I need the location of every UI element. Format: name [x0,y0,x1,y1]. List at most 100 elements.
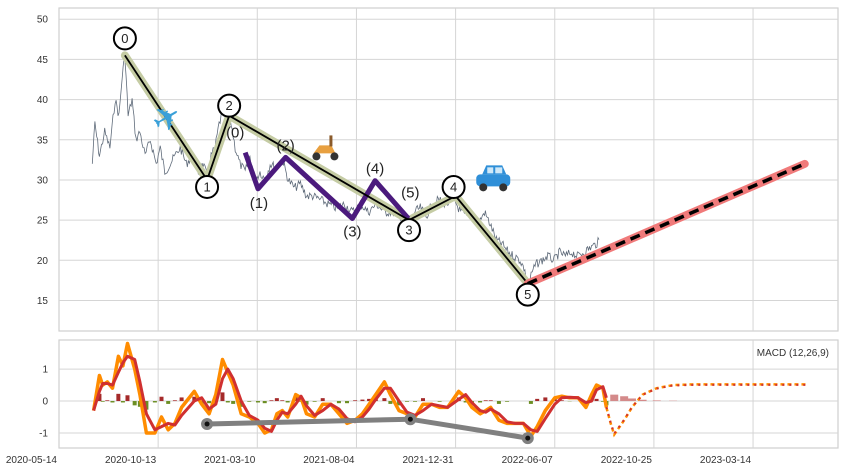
projection-histogram-bar [639,400,647,401]
macd-histogram-bar [133,401,137,405]
wave-label: 2 [226,98,233,113]
price-y-tick-label: 30 [37,175,49,186]
scooter-wheel [312,152,320,160]
macd-histogram-bar [110,401,114,402]
macd-histogram-bar [505,401,509,402]
sub-wave-label: (0) [226,125,244,142]
price-y-tick-label: 45 [37,55,49,66]
projection-histogram-bar [628,398,636,401]
sub-wave-label: (3) [343,224,361,241]
macd-histogram-bar [231,401,235,404]
x-tick-label: 2021-03-10 [204,455,256,466]
x-tick-label: 2023-03-14 [700,455,752,466]
divergence-point-center [408,417,413,422]
macd-histogram-bar [121,401,125,402]
x-tick-label: 2022-10-25 [601,455,653,466]
projection-histogram-bar [653,400,661,401]
macd-histogram-bar [180,397,184,401]
macd-histogram-bar [286,401,290,402]
wave-label: 0 [121,31,128,46]
projection-histogram-bar [620,396,628,401]
macd-histogram-bar [535,399,539,401]
macd-y-tick-label: 1 [42,365,48,376]
macd-histogram-bar [101,401,105,402]
macd-histogram-bar [207,401,211,403]
macd-histogram-bar [405,401,409,402]
sub-wave-label: (5) [401,185,419,202]
car-wheel [479,183,487,191]
macd-axes-frame [59,340,838,448]
wave-label: 5 [524,287,531,302]
macd-histogram-bar [166,401,170,404]
price-y-tick-label: 20 [37,256,49,267]
macd-histogram-bar [256,401,260,402]
macd-histogram-bar [226,401,230,402]
wave-label: 1 [203,179,210,194]
car-roof [482,165,506,174]
macd-panel: -1 0 1 MACD (12,26,9) [39,340,838,448]
macd-histogram-bar [497,401,501,404]
macd-histogram-bar [153,401,157,402]
macd-histogram-bar [388,401,392,404]
car-window [487,167,493,173]
divergence-point-center [525,436,530,441]
macd-histogram-bar [280,400,284,401]
x-tick-label: 2020-05-14 [6,455,58,466]
scooter-wheel [330,152,338,160]
sub-wave-label: (2) [276,137,294,154]
macd-y-ticks: -1 0 1 [39,365,48,440]
scooter-handle [329,135,332,146]
macd-histogram-bar [382,398,386,401]
price-y-tick-label: 15 [37,296,49,307]
macd-histogram-bar [438,401,442,402]
x-tick-label: 2021-08-04 [303,455,355,466]
macd-histogram-bar [116,394,120,401]
macd-histogram-bar [105,400,109,401]
car-wheel [499,183,507,191]
macd-legend-label: MACD (12,26,9) [757,348,829,359]
macd-y-tick-label: 0 [42,397,48,408]
sub-wave-label: (1) [250,195,268,212]
macd-histogram-bar [413,401,417,402]
macd-histogram-bar [345,401,349,403]
macd-histogram-bar [173,400,177,401]
x-tick-label: 2021-12-31 [402,455,454,466]
sub-wave-label: (4) [366,161,384,178]
macd-histogram-bar [321,398,325,401]
macd-histogram-bar [543,397,547,401]
projection-histogram-bar [610,395,618,401]
wave-label: 3 [405,223,412,238]
wave-label: 4 [450,180,457,195]
macd-histogram-bar [220,392,224,401]
macd-histogram-bar [275,398,279,401]
price-y-ticks: 15 20 25 30 35 40 45 50 [37,15,49,307]
macd-histogram-bar [269,400,273,401]
macd-histogram-bar [263,401,267,403]
price-y-tick-label: 50 [37,15,49,26]
car-window [495,167,502,173]
price-y-tick-label: 35 [37,135,49,146]
macd-histogram-bar [159,397,163,401]
macd-histogram-bar [595,399,599,401]
price-axes-frame [59,8,838,331]
macd-histogram-bar [484,400,488,401]
macd-histogram-bar [313,401,317,402]
macd-histogram-bar [247,401,251,402]
macd-histogram-bar [478,401,482,402]
macd-y-tick-label: -1 [39,428,48,439]
x-tick-label: 2020-10-13 [105,455,157,466]
macd-histogram-bar [421,398,425,401]
macd-histogram-bar [489,400,493,401]
macd-histogram-bar [529,401,533,404]
macd-histogram-bar [125,395,129,401]
divergence-point-center [205,422,210,427]
macd-histogram-bar [337,401,341,403]
price-y-tick-label: 40 [37,95,49,106]
x-tick-label: 2022-06-07 [502,455,554,466]
macd-histogram-bar [360,400,364,401]
price-y-tick-label: 25 [37,216,49,227]
macd-histogram-bar [353,400,357,401]
x-tick-labels: 2020-05-14 2020-10-13 2021-03-10 2021-08-04… [6,455,752,466]
